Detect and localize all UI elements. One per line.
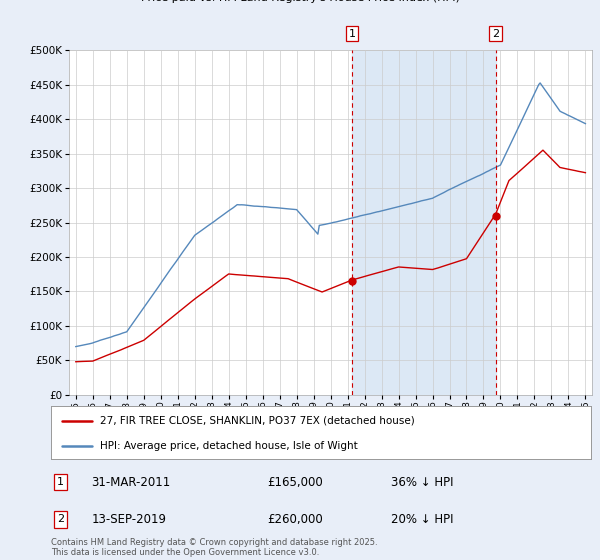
Text: 36% ↓ HPI: 36% ↓ HPI bbox=[391, 476, 454, 489]
Text: HPI: Average price, detached house, Isle of Wight: HPI: Average price, detached house, Isle… bbox=[100, 441, 358, 451]
Text: Contains HM Land Registry data © Crown copyright and database right 2025.
This d: Contains HM Land Registry data © Crown c… bbox=[51, 538, 377, 557]
Text: 2: 2 bbox=[57, 515, 64, 524]
Text: 20% ↓ HPI: 20% ↓ HPI bbox=[391, 513, 454, 526]
Text: 1: 1 bbox=[57, 477, 64, 487]
Text: £165,000: £165,000 bbox=[267, 476, 323, 489]
Text: 2: 2 bbox=[492, 29, 499, 39]
Text: 1: 1 bbox=[349, 29, 355, 39]
Text: Price paid vs. HM Land Registry's House Price Index (HPI): Price paid vs. HM Land Registry's House … bbox=[140, 0, 460, 3]
Text: 31-MAR-2011: 31-MAR-2011 bbox=[91, 476, 171, 489]
Text: £260,000: £260,000 bbox=[267, 513, 323, 526]
Bar bbox=[352, 50, 496, 395]
Text: 27, FIR TREE CLOSE, SHANKLIN, PO37 7EX (detached house): 27, FIR TREE CLOSE, SHANKLIN, PO37 7EX (… bbox=[100, 416, 415, 426]
Text: 13-SEP-2019: 13-SEP-2019 bbox=[91, 513, 167, 526]
